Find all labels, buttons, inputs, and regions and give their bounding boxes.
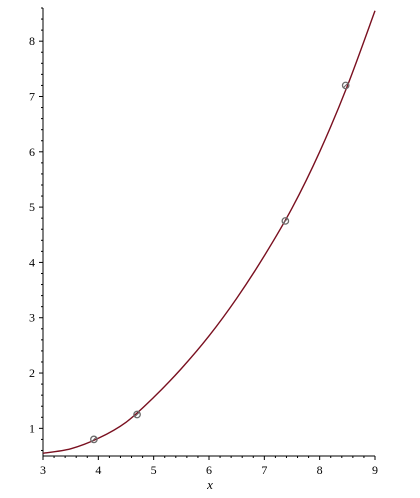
x-tick-label: 9 <box>372 463 378 477</box>
x-tick-label: 4 <box>95 463 101 477</box>
y-tick-label: 7 <box>29 89 35 103</box>
data-point-slash <box>282 218 289 224</box>
data-point-slash <box>343 82 349 89</box>
x-tick-label: 5 <box>151 463 157 477</box>
x-tick-label: 7 <box>261 463 267 477</box>
x-tick-label: 3 <box>40 463 46 477</box>
data-point-slash <box>134 411 140 418</box>
y-tick-label: 3 <box>29 311 35 325</box>
y-tick-label: 5 <box>29 200 35 214</box>
x-tick-label: 8 <box>317 463 323 477</box>
y-tick-label: 8 <box>29 34 35 48</box>
data-point <box>90 435 98 444</box>
data-point <box>133 410 141 419</box>
y-tick-label: 4 <box>29 255 35 269</box>
y-tick-label: 2 <box>29 366 35 380</box>
fit-curve <box>42 10 376 454</box>
data-point <box>341 81 350 90</box>
y-tick-label: 6 <box>29 145 35 159</box>
data-point-slash <box>91 436 97 443</box>
plot-area <box>42 10 376 454</box>
x-axis-title: x <box>206 477 213 492</box>
y-axis: 1 2 3 4 5 6 7 8 <box>29 7 44 456</box>
data-point <box>281 217 290 225</box>
x-axis: 3 4 5 6 7 8 9 <box>40 455 378 477</box>
x-tick-label: 6 <box>206 463 212 477</box>
y-tick-label: 1 <box>29 421 35 435</box>
